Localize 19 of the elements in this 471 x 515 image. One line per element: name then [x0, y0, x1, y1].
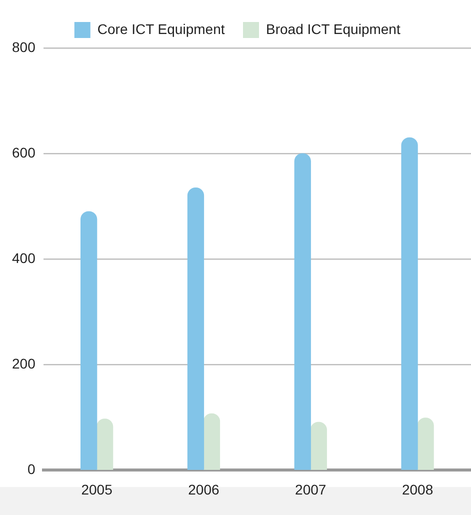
bar: [203, 413, 220, 470]
y-tick-label: 0: [28, 461, 36, 478]
x-tick-label: 2008: [402, 481, 434, 498]
bar: [80, 211, 98, 470]
y-tick-label: 200: [12, 356, 36, 372]
x-tick-label: 2006: [188, 481, 220, 498]
y-tick-label: 600: [12, 144, 36, 160]
bar: [310, 422, 327, 470]
bar: [187, 188, 204, 470]
bar: [294, 153, 311, 470]
bar: [417, 418, 434, 470]
bar: [401, 137, 418, 470]
y-tick-label: 800: [12, 38, 36, 55]
x-tick-label: 2007: [295, 481, 326, 498]
legend-label: Broad ICT Equipment: [266, 20, 400, 37]
bar: [96, 418, 114, 470]
x-tick-label: 2005: [81, 481, 113, 498]
y-tick-label: 400: [12, 250, 36, 266]
legend-label: Core ICT Equipment: [97, 20, 225, 37]
